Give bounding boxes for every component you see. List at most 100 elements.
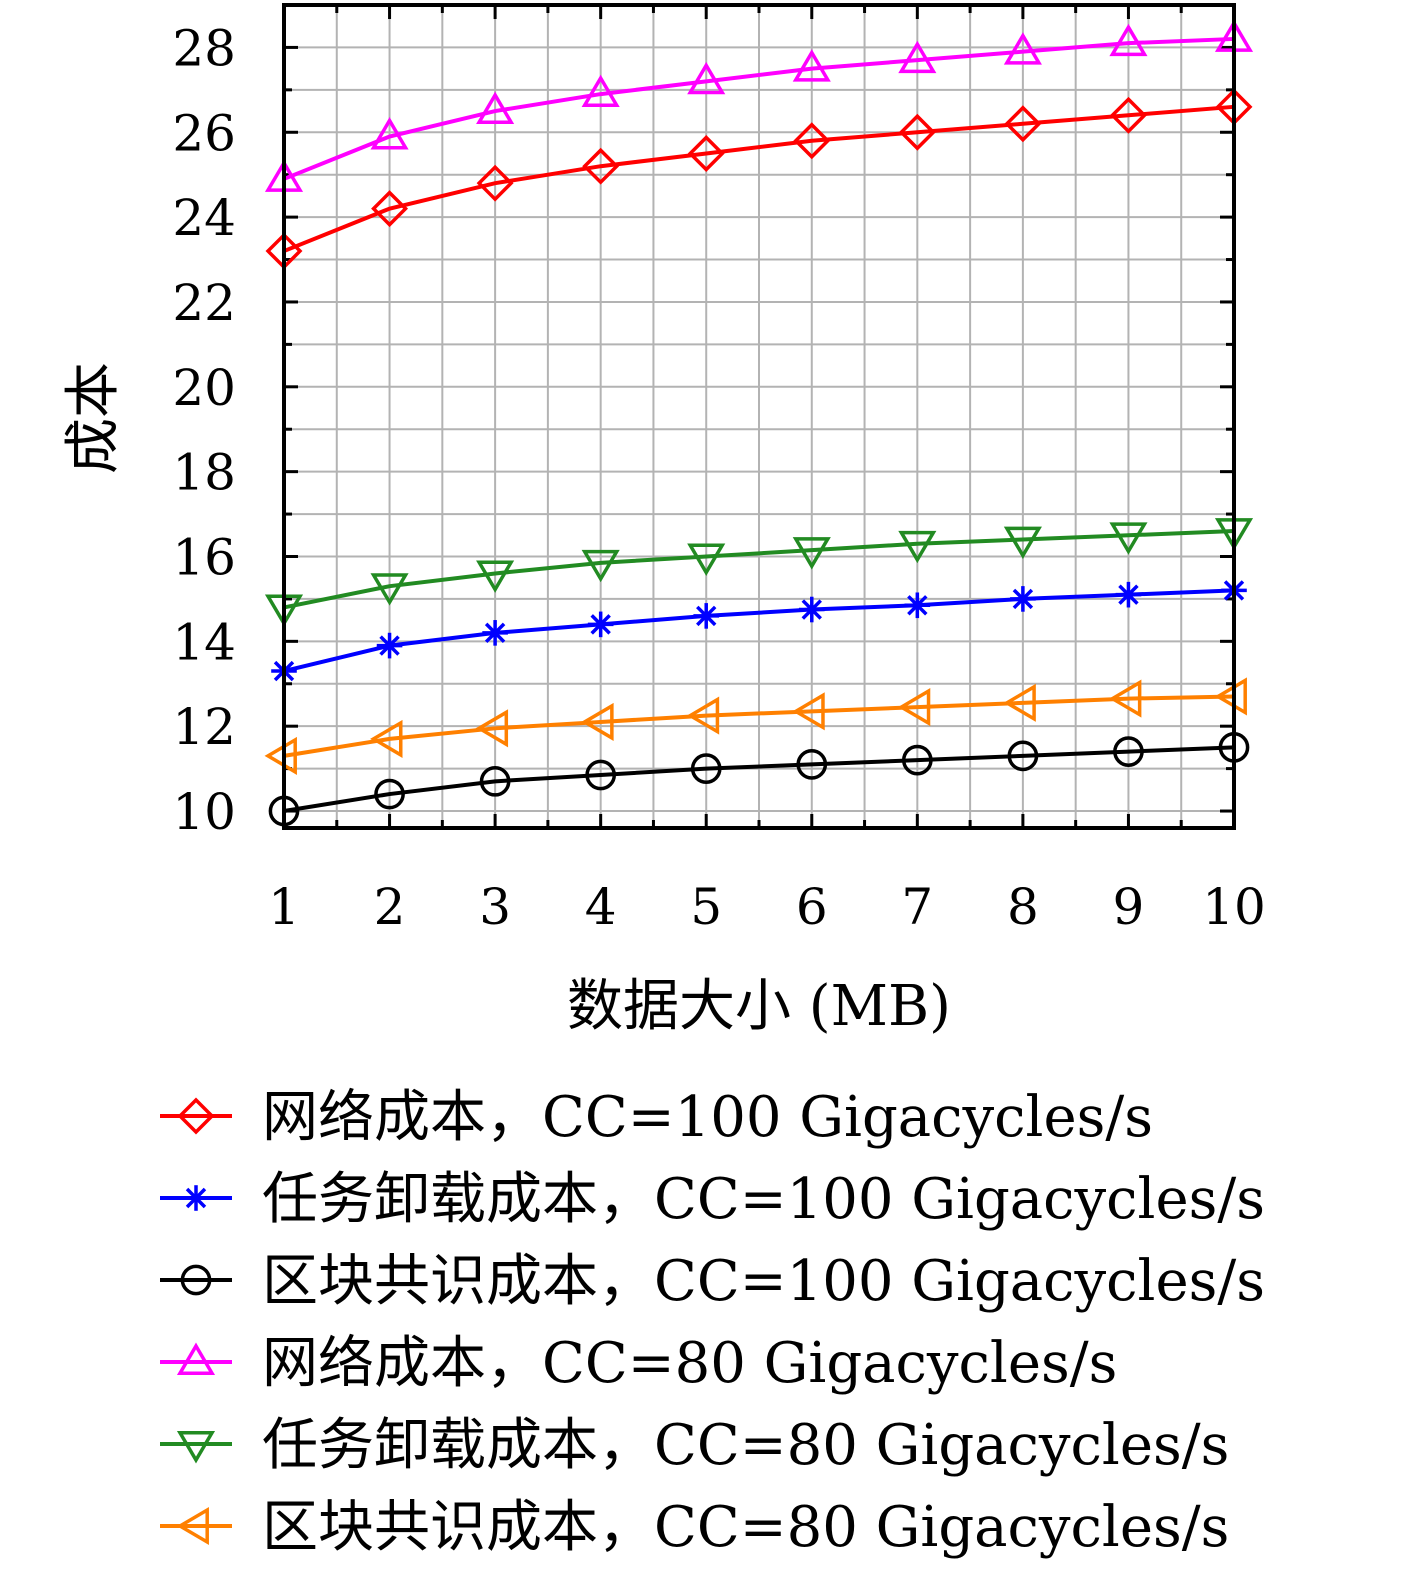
x-tick-label: 3 — [479, 878, 511, 936]
data-point — [798, 596, 825, 623]
legend-label: 区块共识成本，CC=80 Gigacycles/s — [262, 1495, 1229, 1560]
y-tick-label: 10 — [172, 783, 236, 841]
data-point — [1003, 683, 1036, 722]
data-point — [587, 611, 614, 638]
legend-label: 网络成本，CC=80 Gigacycles/s — [262, 1331, 1117, 1396]
data-point — [793, 122, 831, 160]
data-point — [479, 765, 511, 797]
data-point — [792, 49, 831, 82]
data-point — [581, 549, 620, 583]
legend-label: 任务卸载成本，CC=100 Gigacycles/s — [262, 1167, 1265, 1232]
series-line — [283, 694, 1235, 758]
y-tick-label: 22 — [172, 274, 236, 332]
series-line — [283, 104, 1235, 253]
data-point — [370, 573, 409, 606]
series-line — [283, 529, 1235, 610]
data-point — [1113, 736, 1144, 767]
data-point — [686, 696, 720, 735]
series-line — [283, 36, 1235, 181]
data-point — [687, 135, 725, 172]
y-tick-label: 14 — [172, 613, 236, 671]
data-point — [898, 113, 936, 151]
data-point — [1109, 96, 1147, 134]
y-tick-label: 18 — [172, 444, 236, 502]
series-4 — [264, 19, 1254, 192]
data-point — [476, 560, 515, 593]
plot-frame — [282, 3, 1236, 830]
data-point — [183, 1185, 209, 1211]
data-point — [370, 117, 409, 150]
data-point — [687, 543, 726, 576]
data-point — [693, 603, 720, 629]
x-tick-label: 8 — [1007, 878, 1039, 936]
x-tick-label: 10 — [1202, 878, 1266, 936]
data-point — [901, 744, 933, 776]
x-tick-label: 9 — [1113, 878, 1145, 936]
data-point — [796, 749, 828, 780]
data-point — [371, 190, 409, 228]
y-tick-label: 12 — [172, 698, 236, 756]
x-tick-label: 1 — [268, 878, 300, 936]
x-tick-label: 2 — [374, 878, 406, 936]
data-point — [176, 1506, 209, 1546]
data-point — [176, 1342, 216, 1375]
data-point — [898, 530, 937, 564]
data-point — [690, 753, 722, 784]
y-axis-title: 成本 — [61, 362, 126, 474]
data-point — [1214, 677, 1247, 716]
x-tick-label: 7 — [901, 878, 933, 936]
legend-item-1: 网络成本，CC=100 Gigacycles/s — [160, 1085, 1153, 1150]
legend: 网络成本，CC=100 Gigacycles/s 任务卸载成本，CC=100 Gi… — [160, 1085, 1265, 1560]
data-point — [374, 778, 405, 810]
data-point — [792, 537, 831, 570]
data-point — [1007, 740, 1039, 772]
y-tick-label: 24 — [172, 189, 236, 247]
legend-item-4: 网络成本，CC=80 Gigacycles/s — [160, 1331, 1117, 1396]
data-point — [1109, 23, 1148, 57]
y-tick-label: 16 — [172, 528, 236, 586]
data-point — [898, 40, 937, 74]
series-line — [283, 745, 1235, 814]
grid — [284, 5, 1234, 828]
data-point — [687, 61, 726, 95]
legend-label: 网络成本，CC=100 Gigacycles/s — [262, 1085, 1153, 1150]
x-tick-label: 6 — [796, 878, 828, 936]
data-point — [475, 709, 509, 748]
data-point — [482, 620, 508, 646]
y-tick-label: 20 — [172, 359, 236, 417]
x-tick-label: 5 — [690, 878, 722, 936]
legend-item-2: 任务卸载成本，CC=100 Gigacycles/s — [160, 1167, 1265, 1232]
y-tick-label: 28 — [172, 19, 236, 77]
data-point — [376, 632, 403, 659]
legend-label: 任务卸载成本，CC=80 Gigacycles/s — [262, 1413, 1229, 1478]
legend-item-3: 区块共识成本，CC=100 Gigacycles/s — [160, 1249, 1265, 1314]
data-point — [1003, 526, 1042, 559]
data-point — [476, 91, 515, 125]
legend-item-5: 任务卸载成本，CC=80 Gigacycles/s — [160, 1413, 1229, 1478]
data-point — [581, 74, 620, 108]
data-point — [1003, 32, 1042, 65]
data-point — [1004, 105, 1042, 143]
data-point — [904, 592, 931, 619]
x-axis-title: 数据大小 (MB) — [567, 974, 951, 1039]
data-point — [792, 692, 825, 731]
data-point — [582, 147, 620, 185]
data-point — [1010, 586, 1036, 612]
plot-border — [282, 3, 1236, 830]
legend-label: 区块共识成本，CC=100 Gigacycles/s — [262, 1249, 1265, 1314]
data-point — [264, 736, 297, 775]
data-point — [581, 702, 614, 742]
y-tick-label: 26 — [172, 104, 236, 162]
data-point — [370, 719, 403, 758]
data-point — [1108, 679, 1142, 718]
legend-item-6: 区块共识成本，CC=80 Gigacycles/s — [160, 1495, 1229, 1560]
series-6 — [264, 677, 1247, 775]
series-2 — [271, 577, 1247, 684]
data-point — [180, 1264, 212, 1296]
x-tick-label: 4 — [585, 878, 617, 936]
data-point — [176, 1431, 216, 1464]
data-point — [897, 688, 931, 727]
data-point — [1109, 522, 1148, 555]
